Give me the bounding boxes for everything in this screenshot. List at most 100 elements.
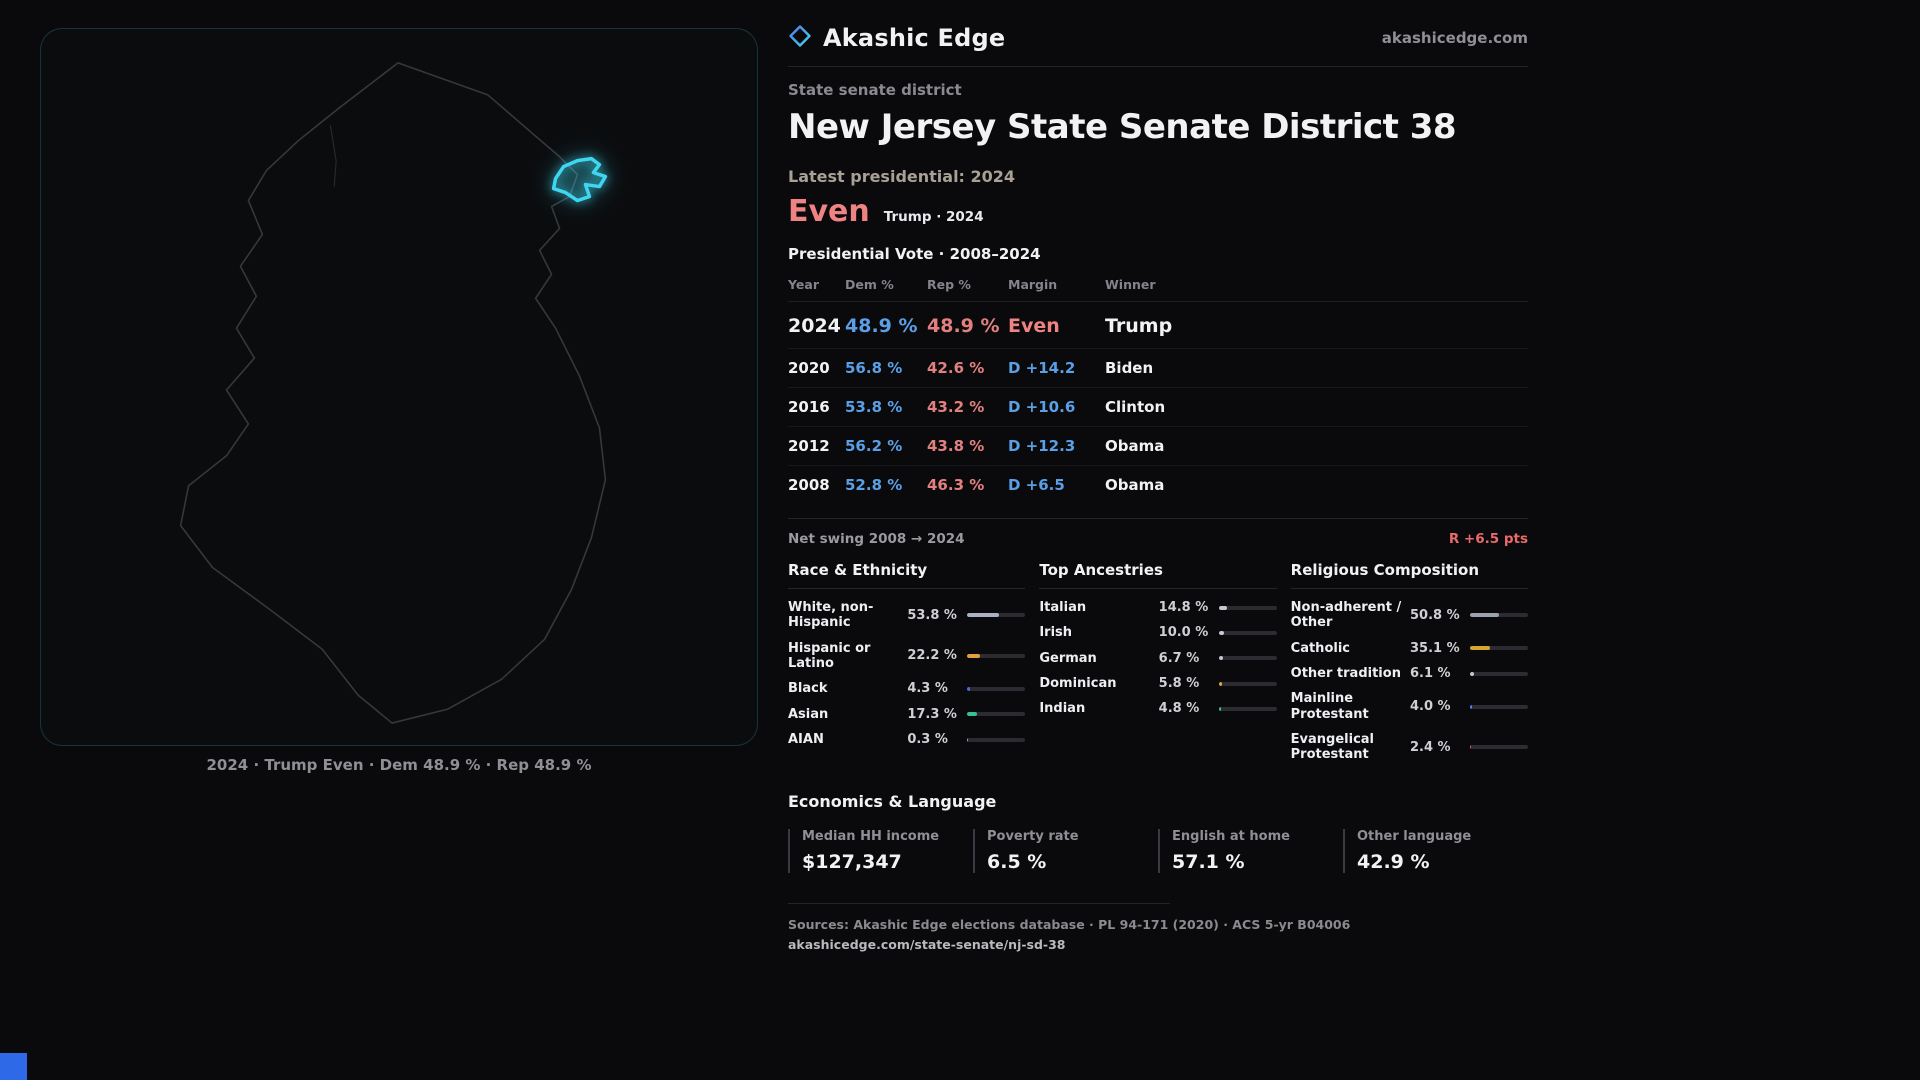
- demographic-row: Evangelical Protestant 2.4 %: [1291, 727, 1528, 768]
- vote-margin: D +14.2: [1008, 359, 1076, 377]
- stat-label: Poverty rate: [987, 828, 1079, 844]
- demographic-value: 53.8 %: [907, 607, 957, 623]
- vote-winner: Obama: [1105, 437, 1165, 455]
- state-map-panel: [40, 28, 758, 746]
- demographic-bar: [1469, 646, 1528, 651]
- demographic-section-title: Religious Composition: [1290, 561, 1528, 589]
- demographic-label: Other tradition: [1290, 665, 1401, 681]
- demographic-bar: [967, 653, 1026, 658]
- demographic-row: White, non-Hispanic 53.8 %: [788, 595, 1026, 636]
- demographic-bar-fill: [967, 613, 999, 618]
- demographic-bar-fill: [1218, 656, 1223, 661]
- stat-value: 42.9 %: [1357, 850, 1430, 873]
- net-swing-row: Net swing 2008 → 2024 R +6.5 pts: [788, 531, 1528, 547]
- demographic-section-title: Race & Ethnicity: [788, 561, 1026, 589]
- demographic-value: 17.3 %: [907, 706, 957, 722]
- vote-table-row: 2012 56.2 % 43.8 % D +12.3 Obama: [788, 427, 1528, 466]
- stat-value: 57.1 %: [1172, 850, 1245, 873]
- demographic-section: Religious Composition Non-adherent / Oth…: [1290, 561, 1528, 768]
- demographic-value: 0.3 %: [907, 732, 948, 748]
- demographic-row: German 6.7 %: [1039, 646, 1277, 671]
- net-swing-value: R +6.5 pts: [1448, 531, 1528, 547]
- vote-rep-pct: 46.3 %: [927, 476, 985, 494]
- col-dem: Dem %: [845, 277, 894, 292]
- stat-label: English at home: [1172, 828, 1290, 844]
- demographic-bar-fill: [967, 653, 981, 658]
- demographic-label: Dominican: [1039, 675, 1117, 691]
- vote-margin: D +12.3: [1008, 437, 1076, 455]
- demographic-label: Catholic: [1290, 640, 1350, 656]
- stat-median-hh-income: Median HH income $127,347: [788, 828, 973, 873]
- demographic-label: Asian: [788, 706, 829, 722]
- district-38-shape: [551, 156, 608, 203]
- demographic-bar-fill: [1218, 681, 1223, 686]
- stat-poverty-rate: Poverty rate 6.5 %: [973, 828, 1158, 873]
- demographic-label: Irish: [1039, 625, 1073, 641]
- demographic-bar: [1218, 656, 1277, 661]
- stat-label: Other language: [1357, 828, 1472, 844]
- demographic-row: Mainline Protestant 4.0 %: [1291, 686, 1528, 727]
- vote-year: 2016: [788, 398, 830, 416]
- divider: [788, 518, 1528, 519]
- demographic-value: 35.1 %: [1409, 640, 1460, 656]
- demographic-row: Catholic 35.1 %: [1291, 636, 1528, 661]
- vote-winner: Clinton: [1105, 398, 1166, 416]
- vote-dem-pct: 56.2 %: [845, 437, 903, 455]
- site-link[interactable]: akashicedge.com: [1381, 29, 1528, 47]
- demographic-bar-fill: [1469, 704, 1473, 709]
- demographic-section: Top Ancestries Italian 14.8 % Irish 10.0…: [1039, 561, 1277, 722]
- demographic-bar: [967, 686, 1026, 691]
- demographic-label: Non-adherent / Other: [1290, 600, 1402, 631]
- stat-english-at-home: English at home 57.1 %: [1158, 828, 1343, 873]
- demographic-bar-fill: [967, 712, 978, 717]
- net-swing-label: Net swing 2008 → 2024: [788, 531, 965, 547]
- vote-margin: D +6.5: [1008, 476, 1065, 494]
- page-title: New Jersey State Senate District 38: [788, 107, 1457, 147]
- demographic-rows: Italian 14.8 % Irish 10.0 % German 6.7 %…: [1039, 595, 1277, 722]
- demographic-section: Race & Ethnicity White, non-Hispanic 53.…: [788, 561, 1026, 752]
- sources-text: Sources: Akashic Edge elections database…: [788, 916, 1351, 932]
- vote-dem-pct: 48.9 %: [845, 315, 918, 337]
- header: Akashic Edge akashicedge.com: [788, 24, 1528, 67]
- vote-dem-pct: 53.8 %: [845, 398, 903, 416]
- demographic-value: 6.7 %: [1158, 650, 1200, 666]
- permalink[interactable]: akashicedge.com/state-senate/nj-sd-38: [788, 936, 1066, 952]
- demographic-bar: [967, 712, 1026, 717]
- latest-winner-year: Trump · 2024: [883, 209, 984, 225]
- economics-stats: Median HH income $127,347 Poverty rate 6…: [788, 828, 1528, 873]
- vote-table-row: 2024 48.9 % 48.9 % Even Trump: [788, 302, 1528, 349]
- demographic-label: White, non-Hispanic: [788, 600, 874, 631]
- economics-section-title: Economics & Language: [788, 791, 997, 811]
- demographic-bar: [1469, 613, 1528, 618]
- vote-table-body: 2024 48.9 % 48.9 % Even Trump 2020 56.8 …: [788, 302, 1528, 504]
- vote-margin: Even: [1008, 315, 1060, 337]
- district-data-column: Akashic Edge akashicedge.com State senat…: [788, 24, 1528, 953]
- col-winner: Winner: [1105, 277, 1156, 292]
- demographic-row: Hispanic or Latino 22.2 %: [788, 636, 1026, 677]
- map-caption: 2024 · Trump Even · Dem 48.9 % · Rep 48.…: [206, 756, 592, 774]
- demographic-bar: [1218, 630, 1277, 635]
- demographic-label: AIAN: [788, 731, 824, 747]
- vote-winner: Trump: [1105, 315, 1173, 337]
- vote-table: Year Dem % Rep % Margin Winner 2024 48.9…: [788, 271, 1528, 504]
- vote-year: 2012: [788, 437, 830, 455]
- vote-table-row: 2016 53.8 % 43.2 % D +10.6 Clinton: [788, 388, 1528, 427]
- demographic-section-title: Top Ancestries: [1039, 561, 1277, 589]
- demographic-label: Black: [788, 681, 828, 697]
- demographic-bar: [1469, 704, 1528, 709]
- demographic-bar-fill: [1469, 646, 1491, 651]
- vote-winner: Biden: [1105, 359, 1154, 377]
- demographic-row: AIAN 0.3 %: [788, 727, 1026, 752]
- vote-dem-pct: 52.8 %: [845, 476, 903, 494]
- demographics-grid: Race & Ethnicity White, non-Hispanic 53.…: [788, 561, 1528, 768]
- demographic-row: Indian 4.8 %: [1039, 696, 1277, 721]
- demographic-row: Dominican 5.8 %: [1039, 671, 1277, 696]
- vote-rep-pct: 48.9 %: [927, 315, 1000, 337]
- demographic-bar-fill: [967, 686, 970, 691]
- demographic-row: Asian 17.3 %: [788, 702, 1026, 727]
- demographic-bar: [1469, 745, 1528, 750]
- demographic-value: 22.2 %: [907, 648, 957, 664]
- demographic-value: 14.8 %: [1158, 600, 1209, 616]
- brand-name: Akashic Edge: [823, 24, 1006, 52]
